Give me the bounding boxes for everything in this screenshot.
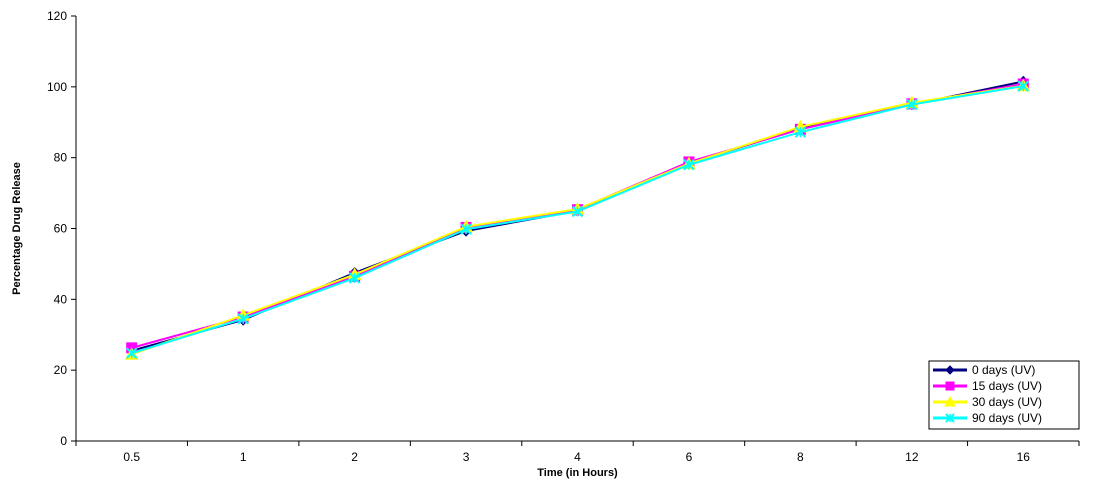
legend-label: 15 days (UV) — [972, 379, 1042, 393]
x-tick-label: 1 — [240, 450, 247, 464]
legend-item: 30 days (UV) — [933, 395, 1042, 409]
series-line — [131, 84, 1024, 356]
data-point — [906, 98, 918, 111]
y-axis-title: Percentage Drug Release — [11, 162, 23, 295]
x-tick-label: 0.5 — [123, 450, 140, 464]
y-tick-label: 0 — [60, 434, 67, 448]
data-point — [571, 205, 584, 218]
y-tick-label: 20 — [54, 363, 68, 377]
x-tick-label: 2 — [351, 450, 358, 464]
y-tick-label: 40 — [54, 292, 68, 306]
data-point — [126, 347, 138, 359]
y-tick-label: 120 — [47, 9, 67, 23]
y-tick-label: 100 — [47, 80, 67, 94]
data-point — [1017, 80, 1029, 92]
x-tick-label: 3 — [463, 450, 470, 464]
data-point — [683, 159, 695, 171]
data-point — [945, 381, 955, 391]
data-point — [945, 365, 955, 375]
legend: 0 days (UV) 15 days (UV) 30 days (UV) 90 da… — [928, 360, 1080, 430]
legend-label: 30 days (UV) — [972, 395, 1042, 409]
data-point — [945, 413, 955, 423]
data-point — [460, 223, 472, 235]
series-line — [131, 85, 1024, 355]
x-axis-title: Time (in Hours) — [537, 467, 618, 479]
series-2 — [124, 78, 1031, 360]
legend-label: 90 days (UV) — [972, 411, 1042, 425]
y-tick-label: 60 — [54, 222, 68, 236]
x-tick-label: 8 — [797, 450, 804, 464]
legend-item: 90 days (UV) — [933, 411, 1042, 425]
data-point — [348, 272, 361, 284]
legend-item: 15 days (UV) — [933, 379, 1042, 393]
legend-label: 0 days (UV) — [972, 363, 1035, 377]
x-tick-label: 16 — [1017, 450, 1031, 464]
data-point — [944, 395, 956, 407]
data-point — [237, 313, 249, 325]
series-layer — [124, 75, 1031, 360]
y-tick-label: 80 — [54, 151, 68, 165]
x-tick-label: 12 — [905, 450, 919, 464]
data-point — [794, 126, 807, 138]
legend-item: 0 days (UV) — [933, 363, 1035, 377]
x-tick-label: 6 — [686, 450, 693, 464]
x-tick-label: 4 — [574, 450, 581, 464]
series-3 — [126, 80, 1029, 359]
